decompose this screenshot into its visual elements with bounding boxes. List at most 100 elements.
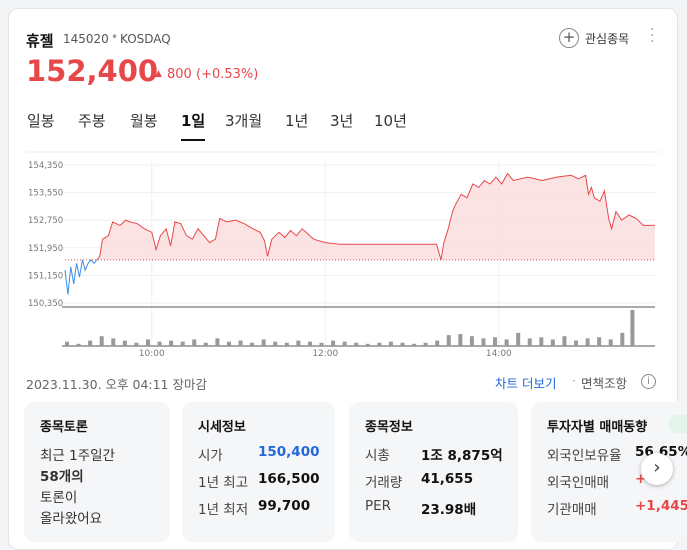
card-line: 58개의 [40, 469, 84, 485]
row-label: 1년 최저 [198, 502, 249, 518]
volume-bar [630, 310, 635, 346]
next-button[interactable]: › [641, 453, 673, 485]
tab[interactable]: 3개월 [225, 112, 263, 130]
volume-bar [215, 338, 220, 346]
watch-icon[interactable]: + [559, 28, 579, 48]
price-line [64, 172, 655, 295]
row-value: 150,400 [258, 444, 320, 460]
stock-code: 145020 [63, 32, 109, 46]
row-value: + [635, 471, 647, 487]
info-icon[interactable]: i [641, 374, 656, 389]
up-arrow: ▲ [155, 69, 162, 79]
row-value: 1조 8,875억 [421, 448, 503, 464]
volume-bar [145, 339, 150, 346]
volume-bar [365, 343, 370, 346]
volume-bar [157, 341, 162, 346]
card-line: 최근 1주일간 [40, 448, 115, 464]
separator: • [111, 30, 119, 44]
volume-bar [423, 342, 428, 346]
y-tick-label: 151,950 [28, 244, 63, 254]
volume-bar [122, 340, 127, 346]
info-row: 거래량 41,655 [365, 471, 518, 491]
card-line: 토론이 [40, 490, 78, 506]
card-title: 종목정보 [365, 420, 413, 435]
volume-bar [319, 342, 324, 346]
volume-bar [550, 339, 555, 346]
volume-bar [377, 342, 382, 346]
volume-bar [585, 338, 590, 346]
info-card[interactable]: 종목토론 최근 1주일간 58개의 토론이 올라왔어요 [24, 402, 170, 542]
row-label: 시가 [198, 448, 223, 464]
row-label: 시총 [365, 448, 390, 464]
volume-bar [169, 340, 174, 346]
x-tick-label: 14:00 [486, 349, 512, 359]
tab[interactable]: 10년 [374, 112, 407, 130]
row-label: 거래량 [365, 475, 403, 491]
card-title: 시세정보 [198, 420, 246, 435]
x-tick-label: 10:00 [139, 349, 165, 359]
volume-bar [76, 343, 81, 346]
info-row: 1년 최저 99,700 [198, 498, 335, 518]
volume-bar [446, 335, 451, 346]
change: 800 [167, 67, 192, 82]
separator: · [572, 373, 576, 388]
row-value: 41,655 [421, 471, 474, 487]
info-row: 시총 1조 8,875억 [365, 444, 518, 464]
row-label: 1년 최고 [198, 475, 249, 491]
volume-bar [192, 339, 197, 346]
card-line: 올라왔어요 [40, 511, 103, 527]
volume-bar [527, 338, 532, 346]
volume-bar [88, 340, 93, 346]
volume-bar [354, 342, 359, 346]
volume-bar [493, 337, 498, 346]
y-tick-label: 152,750 [28, 216, 63, 226]
chart-more[interactable]: 차트 더보기 [495, 376, 557, 391]
disclaimer[interactable]: 면책조항 [581, 376, 628, 391]
volume-bar [562, 336, 567, 346]
volume-bar [608, 339, 613, 346]
volume-bar [597, 337, 602, 346]
tab[interactable]: 월봉 [130, 112, 158, 130]
volume-bar [331, 340, 336, 346]
watch-button[interactable]: 관심종목 [585, 32, 630, 46]
tab[interactable]: 일봉 [27, 112, 55, 130]
card-title: 투자자별 매매동향 [547, 420, 648, 435]
info-row: 시가 150,400 [198, 444, 335, 464]
info-row: 외국인매매 + [547, 471, 687, 491]
volume-bar [435, 340, 440, 346]
volume-bar [203, 342, 208, 346]
volume-bar [250, 342, 255, 346]
volume-bar [620, 332, 625, 346]
more-menu[interactable]: · · · [650, 22, 655, 50]
row-label: 외국인매매 [547, 475, 610, 491]
volume-bar [400, 342, 405, 346]
row-value: 166,500 [258, 471, 320, 487]
tab[interactable]: 1일 [181, 110, 206, 141]
info-row: 1년 최고 166,500 [198, 471, 335, 491]
stock-name: 휴젤 [26, 32, 54, 50]
tab[interactable]: 주봉 [78, 112, 106, 130]
volume-bar [412, 343, 417, 346]
page: 휴젤 145020 • KOSDAQ + 관심종목 · · · 152,400 ▲ … [8, 8, 687, 550]
volume-bar [388, 341, 393, 346]
volume-bar [238, 340, 243, 346]
info-row: PER 23.98배 [365, 498, 518, 518]
info-row: 기관매매 +1,445 [547, 498, 687, 518]
row-value: 99,700 [258, 498, 311, 514]
volume-bar [226, 341, 231, 346]
y-tick-label: 150,350 [28, 299, 63, 309]
volume-bar [99, 336, 104, 346]
volume-bar [134, 342, 139, 346]
row-label: PER [365, 498, 392, 514]
volume-bar [180, 341, 185, 346]
tab[interactable]: 1년 [285, 112, 309, 130]
volume-bar [284, 342, 289, 346]
y-tick-label: 154,350 [28, 161, 63, 171]
market: KOSDAQ [120, 32, 171, 46]
y-tick-label: 153,550 [28, 189, 63, 199]
badge [668, 415, 687, 433]
tab[interactable]: 3년 [330, 112, 354, 130]
volume-bar [516, 332, 521, 346]
